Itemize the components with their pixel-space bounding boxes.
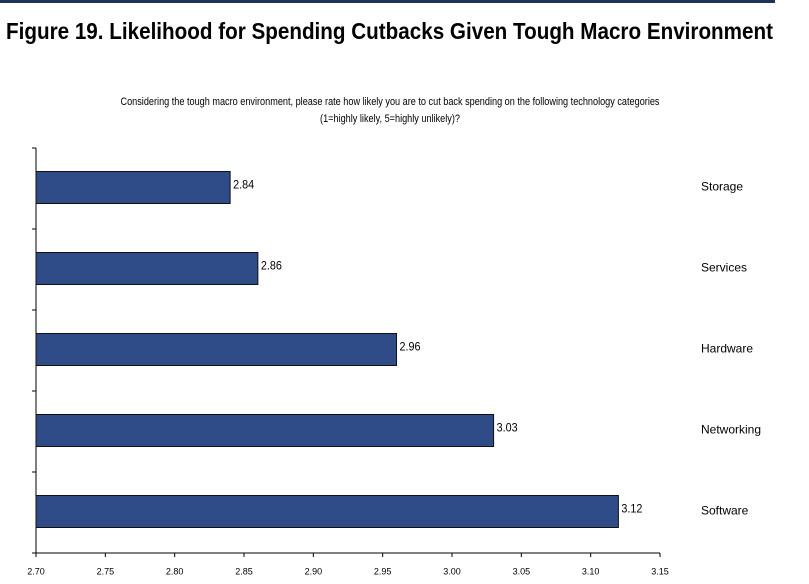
value-label: 2.96 (400, 340, 421, 354)
x-tick-label: 2.80 (166, 566, 184, 576)
category-label: Storage (701, 180, 743, 194)
value-label: 3.12 (621, 502, 642, 516)
x-tick-label: 2.90 (305, 566, 323, 576)
x-tick-label: 2.75 (97, 566, 115, 576)
category-label: Hardware (701, 342, 753, 356)
bar (35, 414, 495, 447)
chart-title: Figure 19. Likelihood for Spending Cutba… (6, 18, 773, 44)
category-label: Software (701, 504, 749, 518)
x-tick-label: 3.15 (651, 566, 669, 576)
x-tick-label: 3.10 (582, 566, 600, 576)
bar (35, 171, 231, 204)
category-label: Networking (701, 423, 761, 437)
value-label: 2.86 (261, 259, 282, 273)
x-tick-label: 2.95 (374, 566, 392, 576)
bar (35, 252, 259, 285)
chart-subtitle: Considering the tough macro environment,… (120, 96, 660, 125)
x-tick-label: 3.00 (443, 566, 461, 576)
value-label: 2.84 (233, 178, 254, 192)
x-tick-label: 2.85 (235, 566, 253, 576)
value-label: 3.03 (497, 421, 518, 435)
x-tick-label: 2.70 (27, 566, 45, 576)
category-label: Services (701, 261, 747, 275)
bar (35, 495, 619, 528)
x-tick-label: 3.05 (513, 566, 531, 576)
top-rule (0, 0, 775, 3)
bar (35, 333, 398, 366)
